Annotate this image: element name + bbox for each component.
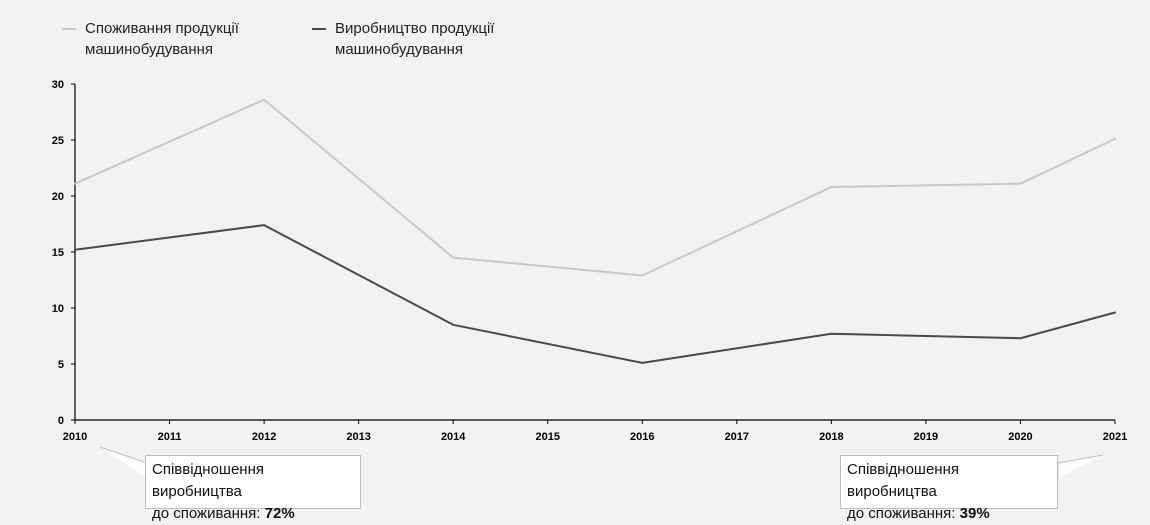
callout-ratio-2010: Співвідношення виробництва до споживання… [145,455,361,522]
legend-label-production: Виробництво продукції машинобудування [335,20,495,58]
data-point [74,182,76,185]
legend-label-consumption: Споживання продукції машинобудування [85,20,239,58]
data-point [263,98,266,101]
data-point [263,224,266,227]
y-tick-label: 5 [58,359,64,371]
x-tick-label: 2012 [252,431,276,443]
x-tick-label: 2016 [630,431,654,443]
x-tick-label: 2014 [441,431,466,443]
x-tick-label: 2020 [1008,431,1032,443]
y-tick-label: 0 [58,415,64,427]
data-point [452,323,455,326]
data-point [830,332,833,335]
callout-ratio-2021: Співвідношення виробництва до споживання… [840,455,1058,522]
y-tick-label: 10 [52,303,64,315]
data-point [1114,311,1116,314]
x-tick-label: 2013 [346,431,370,443]
y-tick-label: 20 [52,191,64,203]
chart-axes: 0 5 10 15 20 25 30 2010 2011 2012 2013 2014 2015 2016… [52,79,1127,443]
x-tick-label: 2010 [63,431,87,443]
line-chart: 0 5 10 15 20 25 30 2010 2011 2012 2013 2014 2015 2016… [52,79,1127,478]
data-point [1019,182,1022,185]
series-layer [74,98,1116,364]
callout-pointer-2010 [99,446,148,478]
data-point [641,274,644,277]
y-tick-label: 25 [52,135,64,147]
callout-pointer-2021 [1057,454,1104,478]
data-point [1114,137,1116,140]
x-tick-label: 2017 [725,431,749,443]
series-line-production [74,224,1116,364]
legend-swatch-consumption [62,28,76,30]
y-tick-label: 15 [52,247,64,259]
data-point [452,256,455,259]
data-point [830,186,833,189]
data-point [641,361,644,364]
legend-swatch-production [312,28,326,30]
x-tick-label: 2021 [1103,431,1127,443]
x-tick-label: 2018 [819,431,843,443]
x-tick-label: 2015 [535,431,559,443]
callout-ratio-2010-value: 72% [264,505,295,522]
x-tick-label: 2019 [914,431,938,443]
x-tick-label: 2011 [158,431,182,443]
y-tick-label: 30 [52,79,64,91]
callout-ratio-2021-value: 39% [959,505,990,522]
series-line-consumption [74,98,1116,277]
data-point [74,248,76,251]
data-point [1019,337,1022,340]
